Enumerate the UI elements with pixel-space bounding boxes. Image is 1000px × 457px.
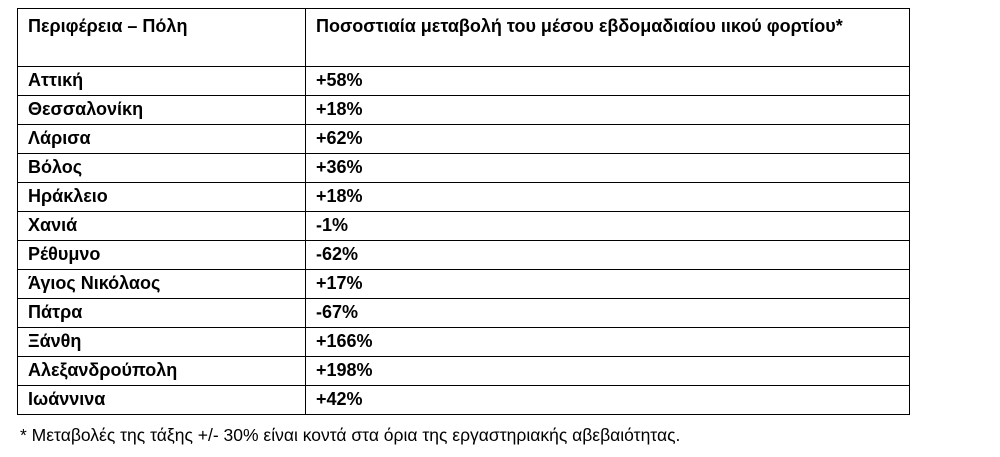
cell-city: Ιωάννινα — [17, 385, 306, 415]
cell-change: +42% — [305, 385, 910, 415]
table-row: Ξάνθη +166% — [17, 327, 910, 357]
table-row: Αττική +58% — [17, 66, 910, 96]
cell-city: Χανιά — [17, 211, 306, 241]
table-row: Βόλος +36% — [17, 153, 910, 183]
table-header-row: Περιφέρεια – Πόλη Ποσοστιαία μεταβολή το… — [17, 8, 910, 67]
cell-change: +58% — [305, 66, 910, 96]
cell-city: Ξάνθη — [17, 327, 306, 357]
table-row: Άγιος Νικόλαος +17% — [17, 269, 910, 299]
cell-change: +36% — [305, 153, 910, 183]
table-row: Ιωάννινα +42% — [17, 385, 910, 415]
cell-city: Ηράκλειο — [17, 182, 306, 212]
table-row: Αλεξανδρούπολη +198% — [17, 356, 910, 386]
cell-change: -67% — [305, 298, 910, 328]
cell-city: Βόλος — [17, 153, 306, 183]
table-row: Ρέθυμνο -62% — [17, 240, 910, 270]
cell-city: Πάτρα — [17, 298, 306, 328]
table-row: Χανιά -1% — [17, 211, 910, 241]
cell-city: Θεσσαλονίκη — [17, 95, 306, 125]
cell-city: Ρέθυμνο — [17, 240, 306, 270]
cell-change: +18% — [305, 182, 910, 212]
cell-city: Λάρισα — [17, 124, 306, 154]
column-header-percent-change: Ποσοστιαία μεταβολή του μέσου εβδομαδιαί… — [305, 8, 910, 67]
table-row: Πάτρα -67% — [17, 298, 910, 328]
cell-city: Αττική — [17, 66, 306, 96]
cell-city: Αλεξανδρούπολη — [17, 356, 306, 386]
table-footnote: * Μεταβολές της τάξης +/- 30% είναι κοντ… — [20, 425, 681, 445]
table-row: Λάρισα +62% — [17, 124, 910, 154]
cell-change: +18% — [305, 95, 910, 125]
table-row: Ηράκλειο +18% — [17, 182, 910, 212]
cell-city: Άγιος Νικόλαος — [17, 269, 306, 299]
column-header-region-city: Περιφέρεια – Πόλη — [17, 8, 306, 67]
cell-change: -1% — [305, 211, 910, 241]
cell-change: +198% — [305, 356, 910, 386]
cell-change: -62% — [305, 240, 910, 270]
table-row: Θεσσαλονίκη +18% — [17, 95, 910, 125]
cell-change: +17% — [305, 269, 910, 299]
cell-change: +62% — [305, 124, 910, 154]
data-table-container: Περιφέρεια – Πόλη Ποσοστιαία μεταβολή το… — [17, 8, 910, 415]
cell-change: +166% — [305, 327, 910, 357]
viral-load-change-table: Περιφέρεια – Πόλη Ποσοστιαία μεταβολή το… — [17, 8, 910, 415]
